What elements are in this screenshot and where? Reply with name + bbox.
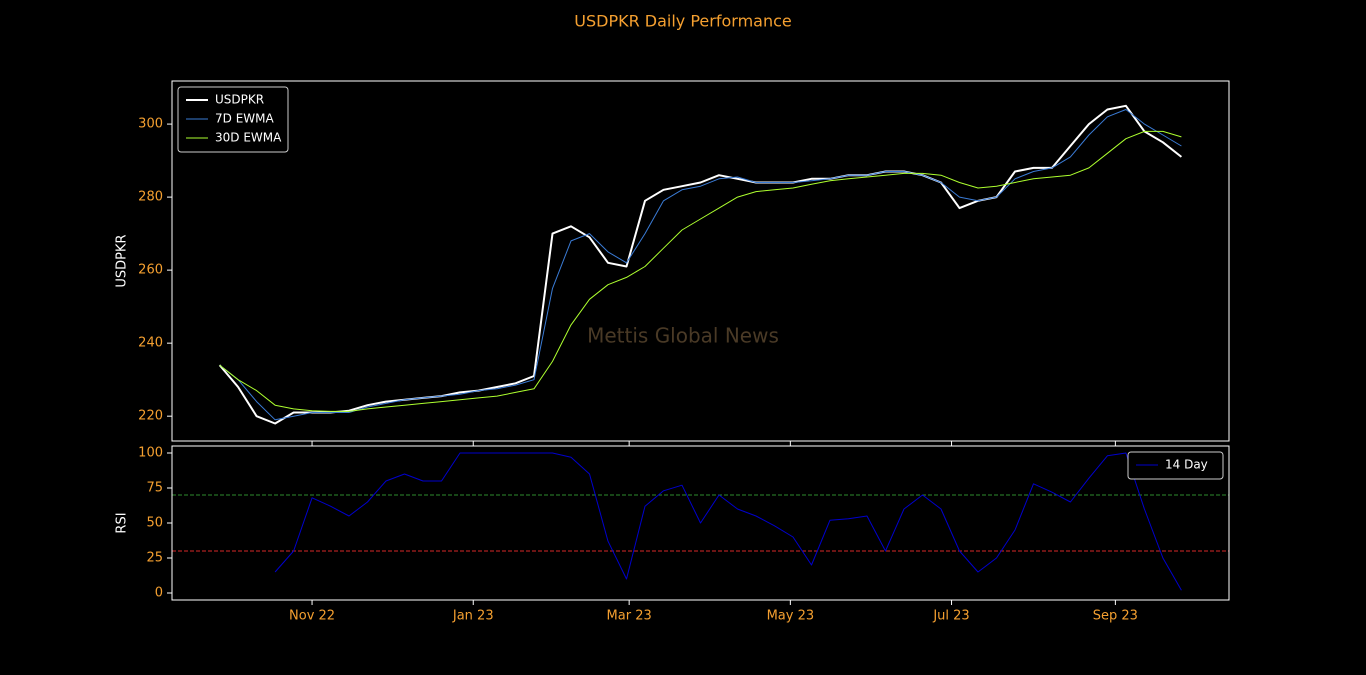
y-tick-label: 220 bbox=[138, 409, 163, 424]
y-tick-label: 100 bbox=[138, 446, 163, 461]
y-tick-label: 25 bbox=[146, 551, 163, 566]
y-tick-label: 300 bbox=[138, 117, 163, 132]
plot-frame bbox=[171, 445, 1230, 601]
y-tick-label: 280 bbox=[138, 190, 163, 205]
plot-frame bbox=[171, 80, 1230, 442]
chart-title: USDPKR Daily Performance bbox=[574, 12, 792, 31]
legend-box bbox=[1127, 451, 1224, 480]
legend-label: 14 Day bbox=[1165, 458, 1208, 472]
y-axis-label: USDPKR bbox=[115, 234, 130, 287]
x-tick-label: Nov 22 bbox=[289, 609, 335, 624]
line-series bbox=[219, 109, 1182, 421]
y-tick-label: 260 bbox=[138, 263, 163, 278]
legend-label: 7D EWMA bbox=[215, 112, 274, 126]
y-tick-label: 240 bbox=[138, 336, 163, 351]
y-axis-label: RSI bbox=[115, 512, 130, 533]
legend-box bbox=[177, 86, 289, 153]
y-tick-label: 50 bbox=[146, 516, 163, 531]
x-tick-label: Jan 23 bbox=[452, 609, 494, 624]
watermark: Mettis Global News bbox=[587, 324, 779, 348]
x-tick-label: May 23 bbox=[767, 609, 815, 624]
line-series bbox=[218, 104, 1183, 425]
y-tick-label: 75 bbox=[146, 481, 163, 496]
line-series bbox=[219, 130, 1182, 412]
x-tick-label: Jul 23 bbox=[932, 609, 969, 624]
legend-label: 30D EWMA bbox=[215, 131, 282, 145]
legend-label: USDPKR bbox=[215, 93, 264, 107]
y-tick-label: 0 bbox=[155, 586, 163, 601]
x-tick-label: Sep 23 bbox=[1093, 609, 1138, 624]
x-tick-label: Mar 23 bbox=[607, 609, 652, 624]
line-series bbox=[274, 452, 1182, 591]
